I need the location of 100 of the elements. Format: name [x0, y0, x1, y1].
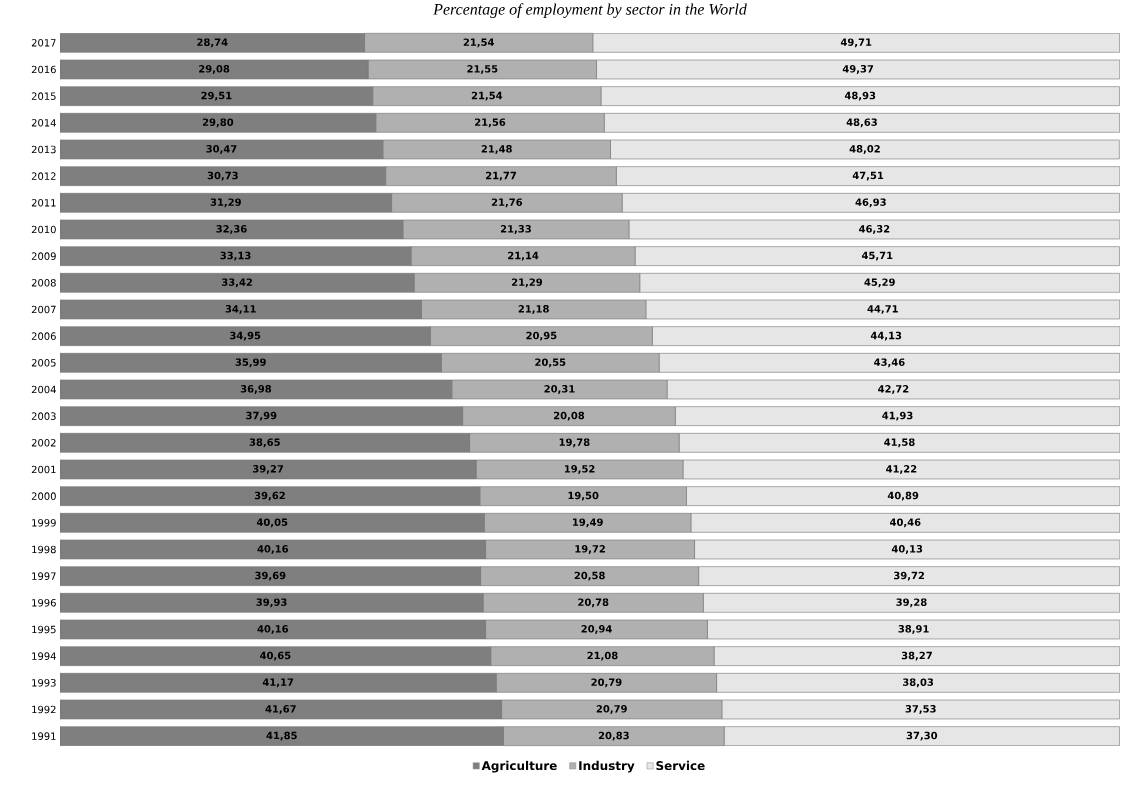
data-label: 41,67: [265, 704, 296, 714]
data-label: 46,32: [859, 224, 890, 234]
chart-title: Percentage of employment by sector in the World: [433, 3, 747, 18]
y-tick-label: 1995: [32, 625, 56, 634]
data-label: 21,48: [481, 144, 512, 154]
data-label: 20,79: [591, 678, 622, 687]
data-label: 31,29: [210, 198, 241, 207]
legend-label: Service: [656, 760, 705, 770]
data-label: 44,13: [870, 331, 902, 341]
data-label: 40,65: [260, 651, 291, 661]
y-tick-label: 2005: [31, 358, 56, 367]
data-label: 48,02: [849, 144, 880, 154]
data-label: 37,30: [906, 731, 938, 741]
data-label: 48,93: [844, 91, 876, 101]
data-label: 30,47: [206, 144, 237, 154]
y-tick-label: 2004: [31, 385, 56, 394]
y-tick-label: 2000: [31, 492, 56, 500]
data-label: 19,49: [573, 518, 603, 527]
data-label: 21,29: [511, 278, 543, 287]
data-label: 43,46: [874, 358, 905, 367]
data-label: 41,58: [884, 438, 915, 447]
data-label: 20,78: [578, 598, 609, 607]
data-label: 47,51: [852, 171, 884, 181]
data-label: 40,16: [257, 624, 289, 634]
data-label: 19,78: [559, 438, 590, 447]
y-tick-label: 2006: [31, 332, 56, 340]
data-label: 37,99: [246, 411, 277, 421]
data-label: 21,14: [508, 251, 539, 261]
data-label: 21,56: [475, 118, 506, 127]
data-label: 39,62: [254, 491, 285, 501]
data-label: 40,46: [890, 518, 921, 527]
data-label: 40,13: [891, 544, 923, 554]
legend-label: Industry: [579, 760, 635, 773]
data-label: 21,55: [467, 64, 498, 74]
data-label: 38,91: [898, 624, 929, 634]
data-label: 40,89: [887, 491, 919, 501]
y-tick-label: 2010: [31, 225, 56, 234]
data-label: 45,71: [861, 251, 893, 261]
y-tick-label: 2015: [31, 92, 56, 100]
data-label: 44,71: [867, 304, 898, 314]
y-tick-label: 2009: [31, 252, 56, 260]
data-label: 20,79: [596, 704, 627, 714]
data-label: 33,13: [220, 251, 251, 261]
y-tick-label: 1999: [32, 518, 56, 527]
data-label: 38,03: [902, 678, 934, 687]
data-label: 34,95: [230, 331, 261, 341]
y-tick-label: 1997: [32, 572, 56, 580]
data-label: 39,27: [252, 464, 284, 474]
y-tick-label: 1991: [32, 732, 56, 740]
data-label: 33,42: [221, 278, 252, 287]
legend-label: Agriculture: [481, 760, 557, 773]
data-label: 36,98: [240, 384, 272, 394]
data-label: 21,33: [500, 224, 531, 234]
data-label: 20,95: [526, 331, 557, 341]
data-label: 49,71: [840, 38, 872, 47]
data-label: 21,76: [491, 198, 523, 207]
y-tick-label: 2002: [31, 438, 56, 447]
data-label: 29,80: [202, 118, 234, 127]
data-label: 40,05: [256, 518, 288, 527]
y-tick-label: 1996: [32, 598, 56, 607]
data-label: 41,17: [262, 678, 294, 687]
y-tick-label: 2014: [31, 118, 56, 127]
y-tick-label: 2017: [31, 38, 56, 47]
y-tick-label: 1992: [32, 705, 56, 714]
data-label: 21,54: [463, 38, 494, 47]
data-label: 20,31: [544, 384, 575, 394]
data-label: 28,74: [197, 38, 228, 47]
data-label: 29,08: [199, 64, 230, 74]
y-tick-label: 1998: [32, 545, 56, 554]
data-label: 46,93: [855, 198, 886, 207]
data-label: 21,08: [587, 651, 618, 661]
y-tick-label: 2003: [31, 412, 56, 420]
y-tick-label: 2001: [31, 465, 56, 474]
data-label: 45,29: [864, 278, 895, 287]
data-label: 20,55: [535, 358, 566, 367]
y-tick-label: 2011: [31, 198, 56, 207]
data-label: 32,36: [216, 224, 247, 234]
data-label: 19,50: [568, 491, 599, 501]
data-label: 19,52: [564, 464, 595, 474]
data-label: 39,28: [896, 598, 927, 607]
data-label: 48,63: [846, 118, 877, 127]
data-label: 20,58: [574, 571, 605, 581]
data-label: 20,83: [598, 731, 629, 741]
data-label: 40,16: [257, 544, 289, 554]
data-label: 21,18: [518, 304, 549, 314]
data-label: 34,11: [225, 304, 256, 314]
y-tick-label: 2007: [31, 305, 56, 314]
data-label: 49,37: [842, 64, 874, 74]
data-label: 30,73: [207, 171, 238, 181]
data-label: 39,69: [255, 571, 286, 581]
data-label: 20,94: [581, 624, 612, 634]
y-tick-label: 2008: [31, 278, 56, 287]
data-label: 20,08: [553, 411, 585, 421]
y-tick-label: 2013: [31, 145, 56, 154]
data-label: 37,53: [905, 704, 936, 714]
y-tick-label: 1994: [32, 652, 56, 660]
data-label: 35,99: [235, 358, 266, 367]
data-label: 38,27: [901, 651, 932, 661]
data-label: 42,72: [878, 384, 909, 394]
data-label: 39,93: [256, 598, 287, 607]
